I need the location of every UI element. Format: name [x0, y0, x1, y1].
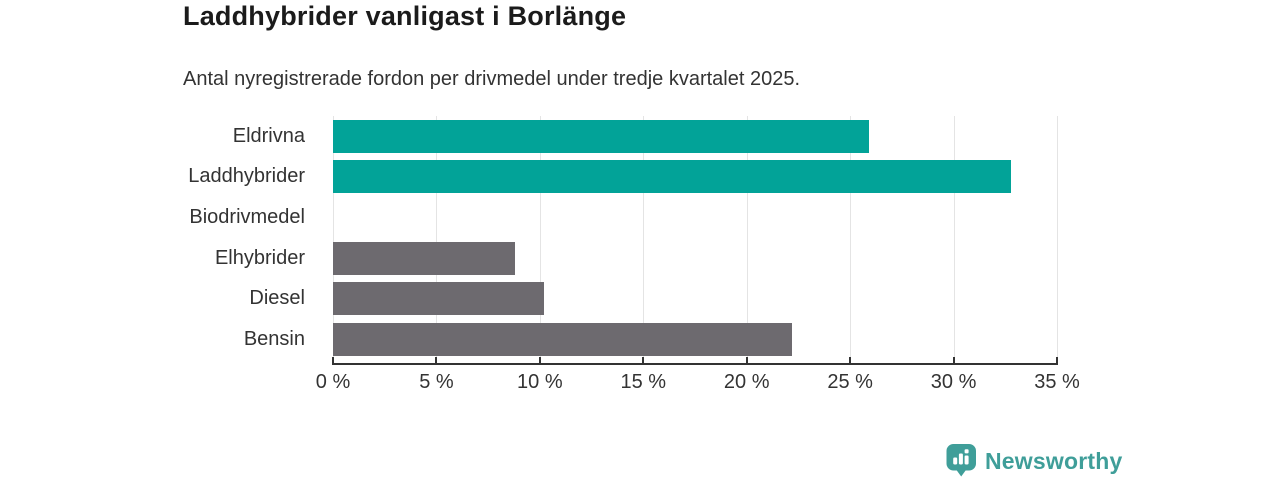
x-tick-label: 25 %	[827, 371, 873, 393]
gridline	[746, 116, 748, 360]
x-tick-label: 15 %	[620, 371, 667, 393]
gridline	[850, 116, 852, 360]
gridline	[436, 116, 438, 360]
bar-elhybrider	[333, 241, 516, 275]
category-labels: Eldrivna Laddhybrider Biodrivmedel Elhybrid…	[0, 116, 319, 360]
bar-row	[333, 279, 1057, 320]
category-label: Elhybrider	[214, 246, 305, 269]
gridline	[643, 116, 645, 360]
newsworthy-logo-icon	[946, 444, 976, 477]
x-tick-label: 5 %	[419, 371, 454, 393]
chart-title: Laddhybrider vanligast i Borlänge	[183, 1, 627, 31]
x-tick-label: 35 %	[1034, 371, 1080, 393]
newsworthy-logo-text: Newsworthy	[985, 447, 1123, 474]
bar-row	[333, 197, 1057, 238]
category-label: Biodrivmedel	[189, 206, 305, 229]
category-label: Eldrivna	[232, 124, 305, 147]
x-axis-line	[333, 363, 1057, 365]
category-label: Diesel	[249, 287, 305, 310]
bar-eldrivna	[333, 119, 869, 153]
chart-subtitle: Antal nyregistrerade fordon per drivmede…	[183, 68, 801, 90]
bar-bensin	[333, 323, 793, 357]
bar-row	[333, 319, 1057, 360]
category-label: Bensin	[243, 328, 305, 351]
gridline	[1057, 116, 1058, 360]
x-tick-label: 30 %	[930, 371, 977, 393]
bar-diesel	[333, 282, 544, 316]
category-label: Laddhybrider	[188, 165, 305, 188]
gridline	[953, 116, 955, 360]
bar-row	[333, 157, 1057, 198]
gridline	[539, 116, 541, 360]
x-tick-label: 0 %	[315, 371, 351, 393]
bar-row	[333, 116, 1057, 157]
x-tick-label: 20 %	[723, 371, 770, 393]
x-tick-label: 10 %	[517, 371, 563, 393]
bar-laddhybrider	[333, 160, 1012, 194]
bar-row	[333, 238, 1057, 279]
plot-area	[333, 116, 1058, 360]
gridline	[333, 116, 334, 360]
newsworthy-logo: Newsworthy	[946, 444, 1122, 478]
